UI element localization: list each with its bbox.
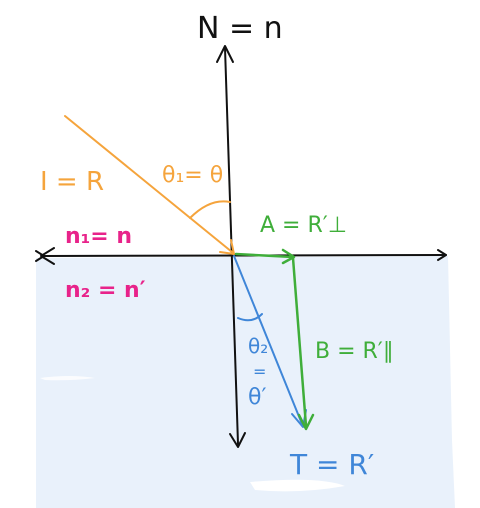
- medium2-region: [36, 256, 455, 508]
- refracted-ray: [233, 255, 303, 425]
- component-b-vector: [291, 256, 308, 428]
- refracted-angle-label-bottom: θ′: [248, 385, 266, 410]
- component-a-vector: [234, 252, 295, 259]
- medium1-label: n₁= n: [65, 224, 132, 249]
- refracted-angle-label-eq: =: [253, 362, 266, 381]
- normal-label: N = n: [197, 11, 283, 46]
- medium2-gap: [40, 376, 95, 381]
- transmitted-label: T = R′: [289, 448, 374, 481]
- incident-label: I = R: [40, 167, 104, 197]
- normal-bottom-arrowhead: [229, 432, 246, 448]
- interface-left-arrowhead: [40, 247, 55, 265]
- medium2-gap: [250, 479, 345, 492]
- incident-angle-label: θ₁= θ: [162, 163, 223, 188]
- normal-top-arrowhead: [216, 45, 234, 63]
- component-b-label: B = R′∥: [315, 339, 394, 364]
- component-a-label: A = R′⊥: [260, 213, 347, 238]
- refracted-angle-label-top: θ₂: [248, 334, 268, 358]
- component-a-arrowhead: [281, 248, 296, 265]
- incident-arrowhead: [219, 239, 235, 255]
- component-b-arrowhead: [297, 413, 315, 431]
- incident-angle-arc: [189, 200, 231, 219]
- medium2-label: n₂ = n′: [65, 278, 146, 303]
- refracted-angle-arc: [237, 313, 263, 322]
- incident-ray: [64, 115, 233, 253]
